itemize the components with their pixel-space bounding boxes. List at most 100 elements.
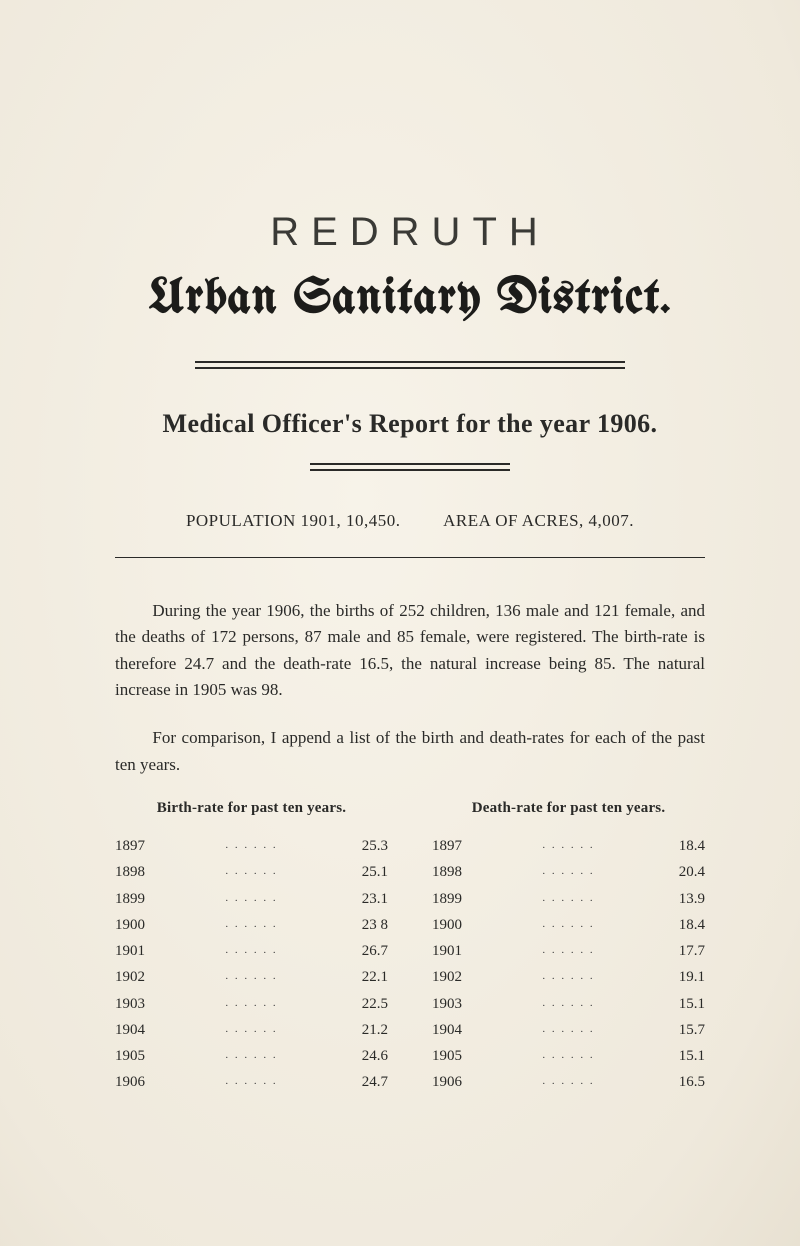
dot-leader: . . . . . . <box>171 941 332 960</box>
area-label: AREA OF ACRES, <box>443 511 584 530</box>
death-row: 1899. . . . . .13.9 <box>432 886 705 912</box>
birth-row: 1897. . . . . .25.3 <box>115 833 388 859</box>
birth-year: 1899 <box>115 886 171 912</box>
birth-value: 22.5 <box>332 991 388 1017</box>
title-urban-sanitary-district: Urban Sanitary District. <box>115 273 705 325</box>
dot-leader: . . . . . . <box>171 1072 332 1091</box>
dot-leader: . . . . . . <box>171 836 332 855</box>
paragraph-1: During the year 1906, the births of 252 … <box>115 598 705 703</box>
birth-year: 1905 <box>115 1043 171 1069</box>
death-year: 1900 <box>432 912 488 938</box>
death-row: 1901. . . . . .17.7 <box>432 938 705 964</box>
death-value: 19.1 <box>649 964 705 990</box>
dot-leader: . . . . . . <box>171 994 332 1013</box>
birth-value: 24.6 <box>332 1043 388 1069</box>
death-row: 1903. . . . . .15.1 <box>432 991 705 1017</box>
dot-leader: . . . . . . <box>488 1046 649 1065</box>
dot-leader: . . . . . . <box>488 994 649 1013</box>
death-row: 1898. . . . . .20.4 <box>432 859 705 885</box>
death-value: 20.4 <box>649 859 705 885</box>
death-row: 1897. . . . . .18.4 <box>432 833 705 859</box>
death-row: 1900. . . . . .18.4 <box>432 912 705 938</box>
rule-single <box>115 557 705 558</box>
birth-year: 1897 <box>115 833 171 859</box>
birth-row: 1903. . . . . .22.5 <box>115 991 388 1017</box>
birth-value: 23 8 <box>332 912 388 938</box>
death-row: 1904. . . . . .15.7 <box>432 1017 705 1043</box>
death-year: 1899 <box>432 886 488 912</box>
dot-leader: . . . . . . <box>171 889 332 908</box>
death-value: 18.4 <box>649 833 705 859</box>
death-value: 17.7 <box>649 938 705 964</box>
dot-leader: . . . . . . <box>488 836 649 855</box>
page: REDRUTH Urban Sanitary District. Medical… <box>0 0 800 1246</box>
birth-year: 1903 <box>115 991 171 1017</box>
death-year: 1902 <box>432 964 488 990</box>
birth-row: 1905. . . . . .24.6 <box>115 1043 388 1069</box>
population-year: 1901, <box>301 511 342 530</box>
birth-year: 1906 <box>115 1069 171 1095</box>
birth-year: 1901 <box>115 938 171 964</box>
dot-leader: . . . . . . <box>488 1072 649 1091</box>
birth-value: 21.2 <box>332 1017 388 1043</box>
death-value: 15.7 <box>649 1017 705 1043</box>
dot-leader: . . . . . . <box>171 915 332 934</box>
birth-value: 24.7 <box>332 1069 388 1095</box>
death-rate-heading: Death-rate for past ten years. <box>432 800 705 817</box>
death-year: 1904 <box>432 1017 488 1043</box>
area-value: 4,007. <box>589 511 635 530</box>
birth-row: 1900. . . . . .23 8 <box>115 912 388 938</box>
birth-row: 1906. . . . . .24.7 <box>115 1069 388 1095</box>
birth-row: 1904. . . . . .21.2 <box>115 1017 388 1043</box>
birth-value: 23.1 <box>332 886 388 912</box>
birth-rate-heading: Birth-rate for past ten years. <box>115 800 388 817</box>
birth-year: 1900 <box>115 912 171 938</box>
population-value: 10,450. <box>346 511 401 530</box>
birth-row: 1902. . . . . .22.1 <box>115 964 388 990</box>
dot-leader: . . . . . . <box>488 915 649 934</box>
dot-leader: . . . . . . <box>488 967 649 986</box>
subtitle: Medical Officer's Report for the year 19… <box>115 409 705 439</box>
birth-year: 1904 <box>115 1017 171 1043</box>
birth-row: 1901. . . . . .26.7 <box>115 938 388 964</box>
birth-value: 22.1 <box>332 964 388 990</box>
population-line: POPULATION 1901, 10,450. AREA OF ACRES, … <box>115 511 705 531</box>
dot-leader: . . . . . . <box>171 967 332 986</box>
death-year: 1905 <box>432 1043 488 1069</box>
death-year: 1906 <box>432 1069 488 1095</box>
rule-double-mid <box>115 463 705 471</box>
birth-value: 25.1 <box>332 859 388 885</box>
dot-leader: . . . . . . <box>488 1020 649 1039</box>
death-row: 1906. . . . . .16.5 <box>432 1069 705 1095</box>
death-year: 1897 <box>432 833 488 859</box>
death-value: 15.1 <box>649 1043 705 1069</box>
birth-year: 1898 <box>115 859 171 885</box>
tables-container: Birth-rate for past ten years. 1897. . .… <box>115 800 705 1096</box>
death-year: 1901 <box>432 938 488 964</box>
dot-leader: . . . . . . <box>171 1020 332 1039</box>
dot-leader: . . . . . . <box>488 889 649 908</box>
death-value: 15.1 <box>649 991 705 1017</box>
death-row: 1902. . . . . .19.1 <box>432 964 705 990</box>
death-rate-table: Death-rate for past ten years. 1897. . .… <box>432 800 705 1096</box>
death-value: 16.5 <box>649 1069 705 1095</box>
dot-leader: . . . . . . <box>488 941 649 960</box>
death-year: 1898 <box>432 859 488 885</box>
birth-value: 26.7 <box>332 938 388 964</box>
birth-rate-table: Birth-rate for past ten years. 1897. . .… <box>115 800 388 1096</box>
rule-double-top <box>115 361 705 369</box>
dot-leader: . . . . . . <box>488 862 649 881</box>
title-redruth: REDRUTH <box>115 210 705 255</box>
population-label: POPULATION <box>186 511 296 530</box>
death-value: 13.9 <box>649 886 705 912</box>
paragraph-2: For comparison, I append a list of the b… <box>115 725 705 778</box>
birth-row: 1898. . . . . .25.1 <box>115 859 388 885</box>
death-value: 18.4 <box>649 912 705 938</box>
dot-leader: . . . . . . <box>171 862 332 881</box>
dot-leader: . . . . . . <box>171 1046 332 1065</box>
birth-year: 1902 <box>115 964 171 990</box>
birth-value: 25.3 <box>332 833 388 859</box>
death-year: 1903 <box>432 991 488 1017</box>
death-row: 1905. . . . . .15.1 <box>432 1043 705 1069</box>
birth-row: 1899. . . . . .23.1 <box>115 886 388 912</box>
